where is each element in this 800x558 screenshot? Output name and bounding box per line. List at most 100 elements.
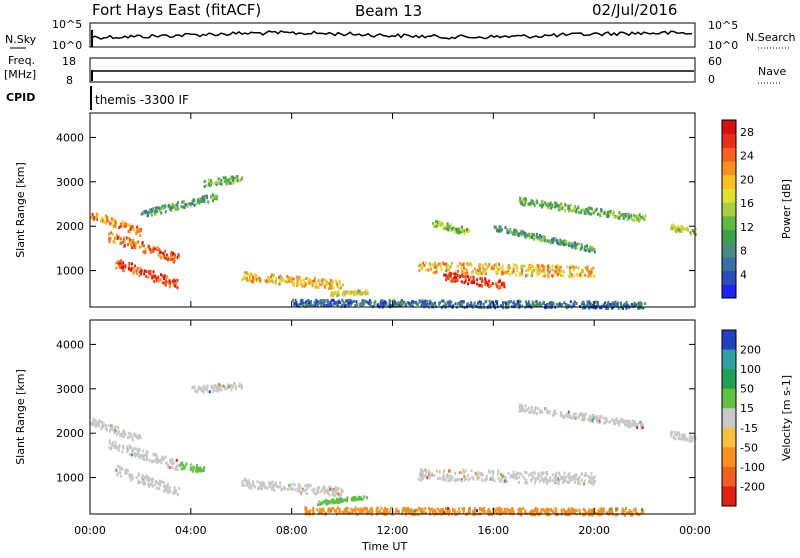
data-point bbox=[497, 229, 500, 233]
data-point bbox=[177, 464, 180, 468]
date-title: 02/Jul/2016 bbox=[592, 1, 677, 19]
data-point bbox=[203, 466, 206, 470]
data-point bbox=[305, 300, 308, 304]
data-point bbox=[485, 474, 488, 478]
y-tick-label: 1000 bbox=[56, 472, 84, 485]
data-point bbox=[572, 475, 575, 478]
data-point bbox=[154, 209, 157, 213]
data-point bbox=[572, 414, 575, 418]
data-point bbox=[133, 266, 136, 270]
data-point bbox=[284, 280, 287, 284]
data-point bbox=[164, 283, 167, 287]
data-point bbox=[523, 511, 526, 515]
data-point bbox=[168, 206, 171, 210]
data-point bbox=[671, 430, 674, 434]
data-point bbox=[147, 270, 150, 274]
data-point bbox=[502, 264, 504, 268]
data-point bbox=[126, 243, 129, 247]
data-point bbox=[610, 507, 613, 511]
data-point bbox=[94, 419, 96, 423]
data-point bbox=[536, 510, 538, 514]
data-point bbox=[603, 304, 606, 308]
data-point bbox=[271, 279, 273, 283]
data-point bbox=[460, 228, 463, 231]
data-point bbox=[551, 473, 554, 477]
data-point bbox=[345, 498, 348, 502]
data-point bbox=[567, 473, 570, 477]
data-point bbox=[428, 471, 431, 475]
data-point bbox=[630, 422, 633, 426]
data-point bbox=[499, 225, 502, 229]
data-point bbox=[225, 180, 228, 184]
data-point bbox=[346, 299, 348, 303]
data-point bbox=[218, 177, 221, 181]
data-point bbox=[343, 508, 346, 512]
data-point bbox=[343, 301, 346, 305]
data-point bbox=[354, 292, 356, 296]
data-point bbox=[460, 263, 463, 267]
data-point bbox=[250, 272, 253, 276]
data-point bbox=[382, 509, 385, 513]
data-point bbox=[619, 212, 622, 216]
data-point bbox=[507, 508, 509, 512]
data-point bbox=[382, 301, 384, 305]
data-point bbox=[546, 481, 548, 485]
colorbar-label: Velocity [m s-1] bbox=[780, 375, 793, 461]
data-point bbox=[511, 511, 514, 515]
data-point bbox=[196, 390, 199, 394]
data-point bbox=[544, 478, 547, 482]
colorbar-segment bbox=[722, 466, 736, 487]
data-point bbox=[438, 262, 441, 266]
data-point bbox=[112, 429, 115, 432]
data-point bbox=[340, 490, 343, 494]
data-point bbox=[489, 477, 492, 481]
data-point bbox=[333, 301, 336, 305]
data-point bbox=[555, 473, 557, 477]
data-point bbox=[128, 453, 131, 457]
data-point bbox=[321, 487, 324, 491]
data-point bbox=[340, 488, 343, 492]
data-point bbox=[603, 421, 606, 425]
data-point bbox=[508, 300, 511, 304]
data-point bbox=[542, 472, 545, 475]
data-point bbox=[575, 207, 578, 211]
data-point bbox=[573, 274, 576, 278]
data-point bbox=[586, 244, 588, 248]
data-point bbox=[129, 474, 132, 478]
data-point bbox=[366, 300, 369, 304]
cpid-label: CPID bbox=[6, 91, 35, 104]
data-point bbox=[677, 436, 680, 440]
data-point bbox=[555, 268, 558, 272]
data-point bbox=[174, 491, 177, 494]
data-point bbox=[555, 478, 558, 482]
data-point bbox=[575, 210, 577, 214]
data-point bbox=[199, 386, 202, 390]
data-point bbox=[146, 457, 149, 460]
data-point bbox=[408, 302, 411, 306]
data-point bbox=[275, 282, 277, 286]
data-point bbox=[243, 275, 245, 279]
nsky-tick-top: 10^5 bbox=[52, 18, 82, 31]
data-point bbox=[134, 230, 137, 234]
x-axis-label: Time UT bbox=[361, 540, 407, 553]
data-point bbox=[591, 248, 593, 252]
data-point bbox=[251, 280, 254, 284]
data-point bbox=[488, 285, 491, 289]
data-point bbox=[254, 273, 257, 277]
data-point bbox=[483, 506, 485, 510]
data-point bbox=[166, 275, 169, 279]
data-point bbox=[338, 508, 341, 512]
data-point bbox=[607, 214, 610, 218]
data-point bbox=[432, 511, 435, 515]
data-point bbox=[90, 216, 93, 219]
data-point bbox=[290, 280, 293, 284]
data-point bbox=[151, 276, 154, 280]
data-point bbox=[576, 242, 579, 246]
data-point bbox=[425, 303, 428, 307]
data-point bbox=[100, 216, 103, 220]
data-point bbox=[127, 229, 130, 233]
data-point bbox=[625, 511, 628, 515]
data-point bbox=[525, 269, 528, 273]
data-point bbox=[359, 303, 362, 306]
data-point bbox=[595, 416, 598, 420]
